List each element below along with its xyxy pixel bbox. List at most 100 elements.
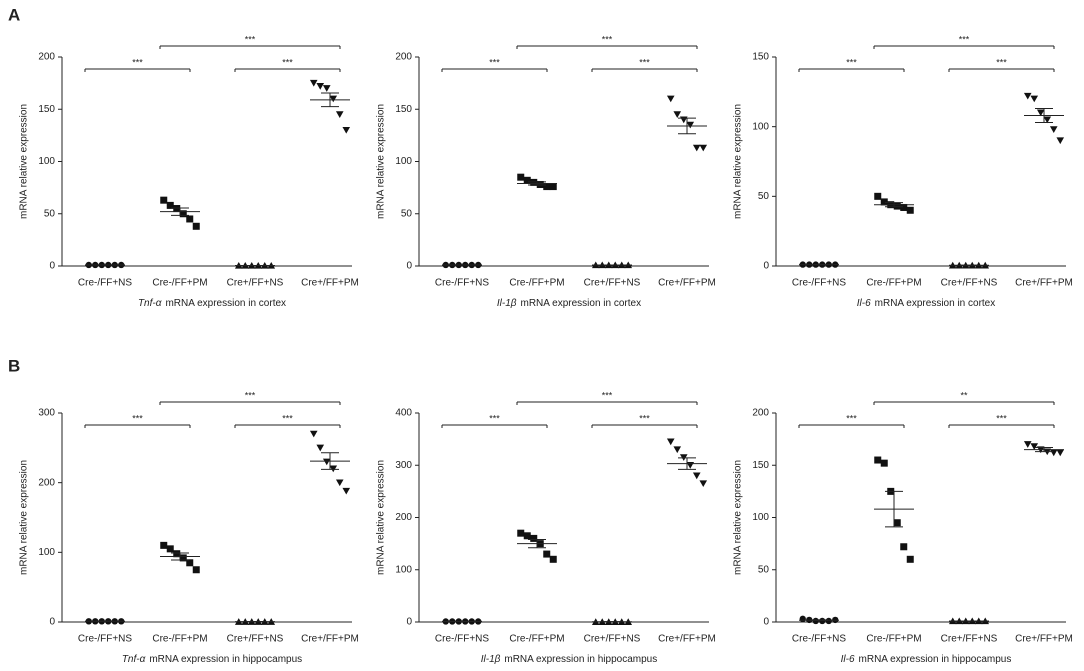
point [335, 111, 344, 118]
point [825, 617, 832, 625]
point [1030, 443, 1039, 450]
point [1023, 92, 1032, 100]
x-tick-label: Cre-/FF+PM [152, 634, 207, 645]
point [1036, 109, 1045, 117]
gene-name: Il-1β [481, 654, 501, 665]
y-tick-label: 200 [395, 52, 412, 63]
point [536, 180, 544, 188]
y-tick-label: 0 [49, 617, 55, 628]
point [523, 176, 531, 184]
point [880, 459, 888, 467]
point [1056, 137, 1065, 145]
gene-name: Il-6 [841, 654, 855, 665]
point [530, 178, 538, 186]
x-tick-label: Cre-/FF+PM [509, 278, 564, 289]
point [1049, 126, 1058, 133]
x-tick-label: Cre-/FF+PM [509, 634, 564, 645]
point [673, 446, 682, 454]
point [906, 555, 914, 563]
point [1056, 449, 1065, 457]
point [192, 222, 200, 230]
significance-label: *** [639, 413, 650, 423]
panel-label: B [8, 356, 20, 375]
y-tick-label: 50 [758, 191, 770, 202]
point [679, 116, 688, 124]
y-tick-label: 0 [763, 617, 769, 628]
point [309, 79, 318, 87]
point [1049, 449, 1058, 457]
point [329, 465, 338, 473]
gene-name: Tnf-α [122, 654, 146, 665]
significance-label: *** [245, 34, 256, 44]
y-tick-label: 0 [406, 617, 412, 628]
y-tick-label: 400 [395, 408, 412, 419]
x-axis-label-text: mRNA expression in hippocampus [149, 654, 302, 665]
point [166, 545, 174, 553]
point [342, 126, 351, 134]
y-tick-label: 0 [406, 261, 412, 272]
x-tick-label: Cre+/FF+PM [301, 278, 359, 289]
point [900, 203, 908, 211]
point [316, 83, 325, 90]
y-axis-label: mRNA relative expression [376, 460, 387, 575]
x-tick-label: Cre+/FF+PM [1015, 278, 1073, 289]
x-axis-label-text: mRNA expression in hippocampus [859, 654, 1012, 665]
point [666, 438, 675, 446]
gene-name: Il-1β [497, 298, 517, 309]
point [1030, 95, 1039, 103]
x-axis-label-text: mRNA expression in cortex [165, 298, 286, 309]
y-tick-label: 50 [758, 564, 770, 575]
point [699, 144, 708, 152]
significance-label: ** [960, 390, 968, 400]
significance-label: *** [132, 57, 143, 67]
y-tick-label: 100 [395, 156, 412, 167]
y-axis-label: mRNA relative expression [19, 104, 30, 219]
point [543, 550, 551, 558]
point [893, 202, 901, 210]
y-tick-label: 200 [395, 512, 412, 523]
gene-name: Tnf-α [138, 298, 162, 309]
y-axis-label: mRNA relative expression [733, 460, 744, 575]
y-tick-label: 50 [401, 208, 413, 219]
x-axis-label: Il-1β mRNA expression in hippocampus [481, 654, 657, 665]
point [335, 479, 344, 487]
point [322, 85, 331, 92]
point [309, 430, 318, 438]
x-tick-label: Cre-/FF+PM [866, 634, 921, 645]
y-tick-label: 300 [395, 460, 412, 471]
x-tick-label: Cre-/FF+NS [78, 278, 133, 289]
y-tick-label: 150 [395, 104, 412, 115]
y-tick-label: 150 [38, 104, 55, 115]
x-axis-label-text: mRNA expression in cortex [521, 298, 642, 309]
x-axis-label: Tnf-α mRNA expression in cortex [138, 298, 286, 309]
y-axis-label: mRNA relative expression [19, 460, 30, 575]
x-tick-label: Cre+/FF+NS [227, 278, 284, 289]
point [686, 462, 695, 469]
y-tick-label: 100 [395, 564, 412, 575]
y-tick-label: 150 [752, 52, 769, 63]
point [699, 480, 708, 488]
y-tick-label: 100 [752, 512, 769, 523]
x-tick-label: Cre+/FF+PM [658, 634, 716, 645]
point [692, 144, 701, 152]
significance-label: *** [602, 34, 613, 44]
point [874, 192, 882, 200]
y-tick-label: 200 [752, 408, 769, 419]
x-tick-label: Cre-/FF+NS [435, 278, 490, 289]
point [880, 198, 888, 206]
point [799, 615, 806, 623]
panel-label: A [8, 5, 20, 24]
gene-name: Il-6 [857, 298, 871, 309]
x-tick-label: Cre-/FF+NS [792, 278, 847, 289]
x-axis-label: Tnf-α mRNA expression in hippocampus [122, 654, 302, 665]
point [342, 487, 351, 495]
x-tick-label: Cre-/FF+NS [792, 634, 847, 645]
point [523, 532, 531, 540]
significance-label: *** [959, 34, 970, 44]
point [906, 206, 914, 214]
x-tick-label: Cre-/FF+NS [435, 634, 490, 645]
point [186, 215, 194, 223]
x-tick-label: Cre+/FF+NS [941, 634, 998, 645]
point [1043, 116, 1052, 124]
